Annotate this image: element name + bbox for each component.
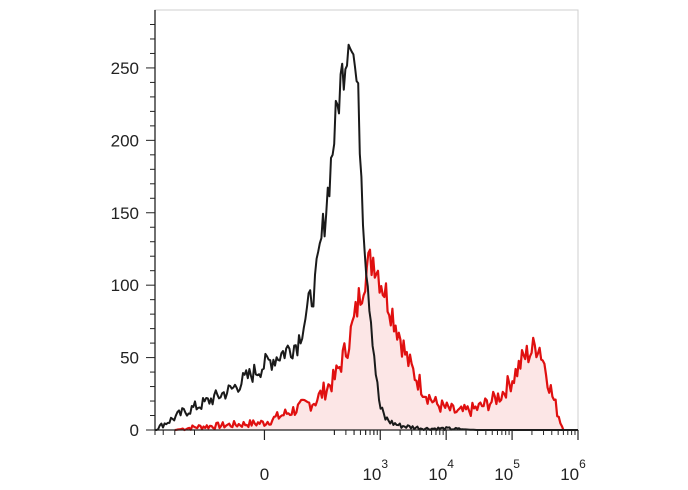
x-tick-label: 103	[362, 457, 388, 484]
y-tick-label: 50	[120, 349, 139, 368]
x-tick-label-base: 10	[428, 465, 447, 484]
x-tick-label-exponent: 6	[579, 457, 586, 471]
x-tick-label-exponent: 4	[447, 457, 454, 471]
x-tick-label-base: 10	[362, 465, 381, 484]
y-tick-label: 250	[111, 59, 139, 78]
y-tick-label: 0	[130, 421, 139, 440]
x-tick-label-exponent: 3	[381, 457, 388, 471]
x-tick-label: 0	[260, 465, 269, 484]
x-tick-label-base: 0	[260, 465, 269, 484]
series-layer	[155, 43, 579, 432]
x-tick-label-exponent: 5	[513, 457, 520, 471]
y-tick-label: 100	[111, 276, 139, 295]
series-2-line	[174, 248, 565, 432]
x-tick-label: 106	[560, 457, 586, 484]
x-tick-label-base: 10	[494, 465, 513, 484]
series-2-area	[174, 249, 564, 430]
y-tick-label: 200	[111, 131, 139, 150]
x-tick-label-base: 10	[560, 465, 579, 484]
x-tick-label: 105	[494, 457, 520, 484]
x-tick-label: 104	[428, 457, 454, 484]
y-tick-label: 150	[111, 204, 139, 223]
